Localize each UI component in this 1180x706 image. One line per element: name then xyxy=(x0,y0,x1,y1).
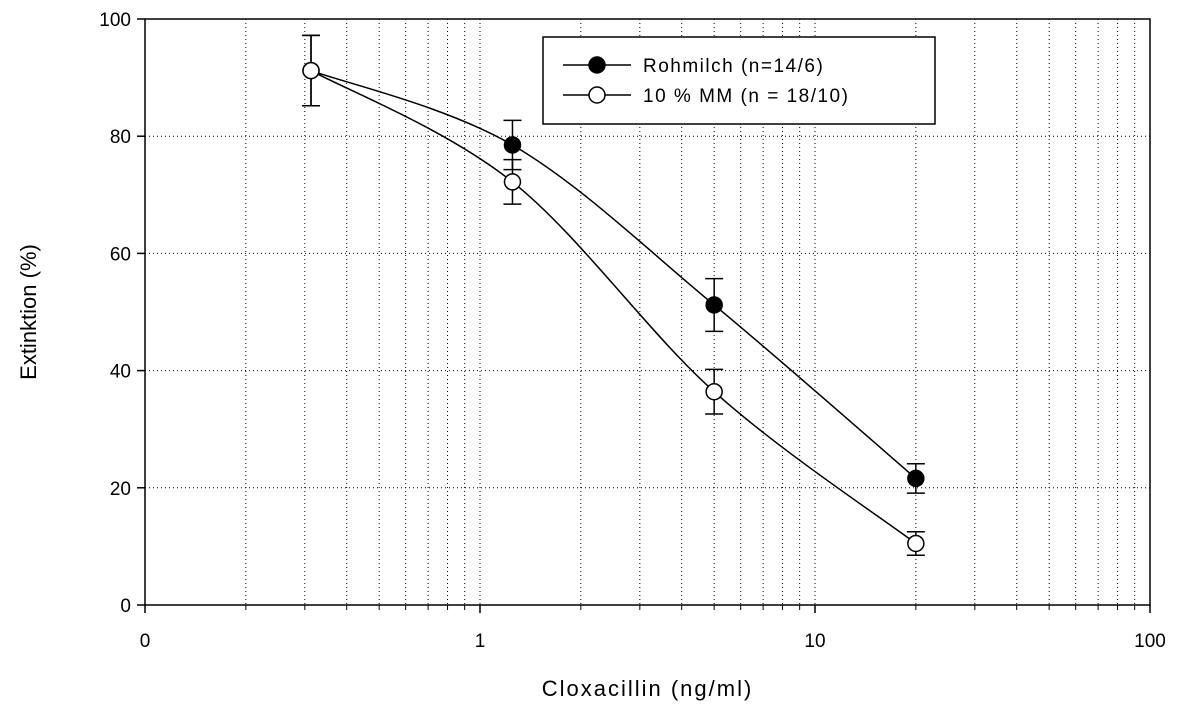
axis-ticks: 0 20 40 60 80 100 0 1 10 100 xyxy=(99,10,1166,652)
legend-item-rohmilch-n-14-6: Rohmilch (n=14/6) xyxy=(563,56,824,77)
data-point xyxy=(705,382,723,401)
y-tick-label: 40 xyxy=(110,362,131,383)
data-point xyxy=(907,469,925,488)
legend-marker xyxy=(588,86,606,104)
y-tick-label: 20 xyxy=(110,479,131,500)
legend-label: Rohmilch (n=14/6) xyxy=(643,56,824,77)
legend-marker xyxy=(588,56,606,74)
y-tick-label: 60 xyxy=(110,244,131,265)
y-tick-label: 0 xyxy=(120,596,131,617)
data-point xyxy=(503,173,522,191)
x-tick-label: 0 xyxy=(140,631,151,652)
x-tick-label: 100 xyxy=(1134,631,1166,652)
x-tick-label: 1 xyxy=(475,631,486,652)
y-axis-title: Extinktion (%) xyxy=(16,244,41,380)
x-tick-label: 10 xyxy=(804,631,825,652)
data-point xyxy=(302,61,320,80)
legend-item-10-mm-n-18-10: 10 % MM (n = 18/10) xyxy=(563,86,849,107)
x-axis-title: Cloxacillin (ng/ml) xyxy=(542,676,754,701)
series-line xyxy=(310,69,917,545)
legend-box xyxy=(542,36,936,125)
series-10-mm-n-18-10 xyxy=(302,34,925,556)
y-tick-label: 80 xyxy=(110,127,131,148)
data-point xyxy=(705,296,723,314)
data-point xyxy=(503,136,522,154)
plot-frame xyxy=(144,18,1151,606)
series xyxy=(302,34,925,556)
data-point xyxy=(907,534,925,553)
series-line xyxy=(310,69,917,479)
y-tick-label: 100 xyxy=(99,10,131,31)
legend-label: 10 % MM (n = 18/10) xyxy=(643,86,849,107)
grid xyxy=(145,19,1150,605)
legend: Rohmilch (n=14/6) 10 % MM (n = 18/10) xyxy=(542,36,936,125)
